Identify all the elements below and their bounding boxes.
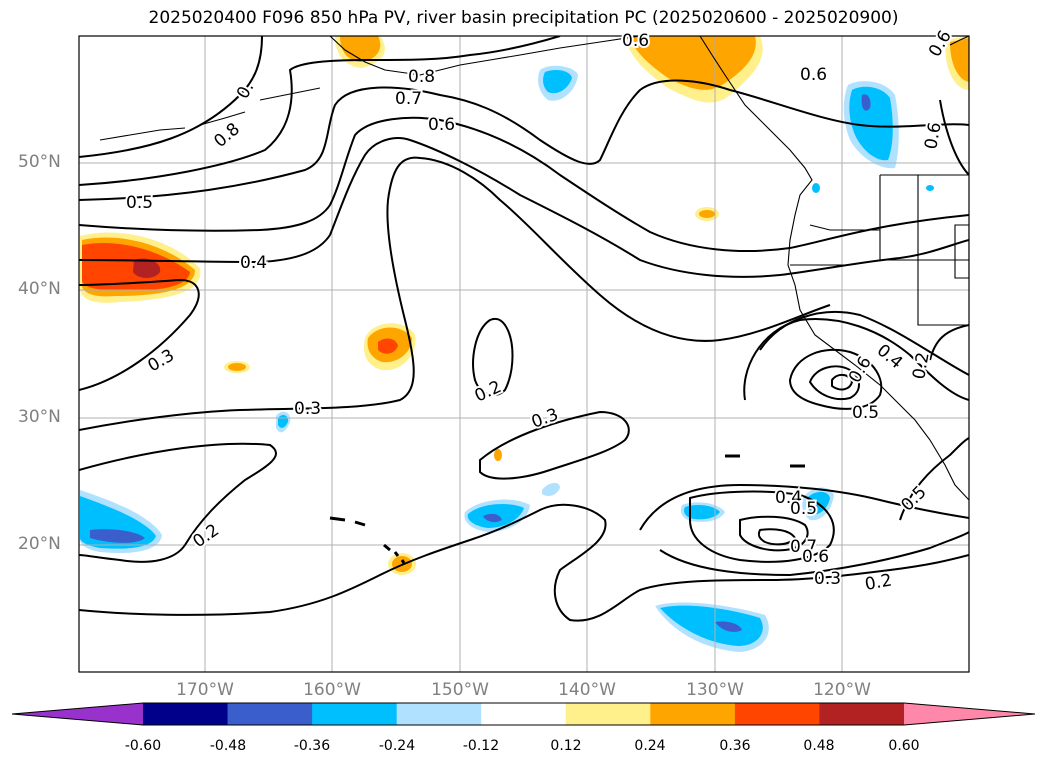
pv-contours — [79, 36, 969, 622]
contour-label: 0.7 — [790, 537, 817, 557]
contour-label: 0.4 — [240, 253, 267, 273]
colorbar-segment — [565, 703, 651, 725]
colorbar-tick-label: 0.24 — [634, 738, 666, 754]
plot-frame — [78, 35, 970, 673]
lon-label-130w: 130°W — [686, 680, 744, 700]
colorbar-tick-label: 0.60 — [888, 738, 920, 754]
contour-label: 0.8 — [408, 67, 435, 87]
lon-label-150w: 150°W — [431, 680, 489, 700]
colorbar-segment — [481, 703, 567, 725]
colorbar-segment — [396, 703, 482, 725]
plot-area — [79, 36, 969, 672]
lat-label-50n: 50°N — [18, 152, 61, 172]
contour-label: 0.4 — [775, 488, 802, 508]
lat-label-30n: 30°N — [18, 407, 61, 427]
colorbar-tick-label: 0.36 — [719, 738, 751, 754]
contour-label: 0.6 — [800, 65, 827, 85]
colorbar-segment — [819, 703, 905, 725]
lon-label-170w: 170°W — [176, 680, 234, 700]
islands — [329, 454, 805, 564]
precip-shading — [80, 36, 969, 652]
lat-label-40n: 40°N — [18, 279, 61, 299]
contour-label: 0.5 — [790, 499, 817, 519]
colorbar-segment — [650, 703, 736, 725]
contour-label: 0.3 — [814, 569, 841, 589]
lon-label-160w: 160°W — [303, 680, 361, 700]
colorbar-tick-label: -0.60 — [124, 738, 162, 754]
contour-label: 0.5 — [126, 193, 153, 213]
lon-label-140w: 140°W — [558, 680, 616, 700]
lon-label-120w: 120°W — [813, 680, 871, 700]
map-title: 2025020400 F096 850 hPa PV, river basin … — [148, 8, 899, 28]
contour-label: 0.6 — [428, 115, 455, 135]
colorbar-segment — [143, 703, 229, 725]
colorbar-segment — [227, 703, 313, 725]
colorbar-segment — [312, 703, 398, 725]
colorbar-tick-label: -0.48 — [209, 738, 247, 754]
contour-label: 0.2 — [863, 571, 893, 595]
contour-label: 0.6 — [802, 547, 829, 567]
contour-label: 0.7 — [395, 89, 422, 109]
colorbar-under-arrow — [12, 703, 143, 725]
colorbar-tick-label: -0.24 — [378, 738, 416, 754]
colorbar-tick-label: -0.12 — [462, 738, 500, 754]
colorbar — [11, 702, 1036, 726]
colorbar-tick-label: 0.48 — [803, 738, 835, 754]
colorbar-over-arrow — [904, 703, 1035, 725]
lat-label-20n: 20°N — [18, 534, 61, 554]
colorbar-tick-label: 0.12 — [550, 738, 582, 754]
contour-label: 0.5 — [852, 403, 879, 423]
contour-label: 0.6 — [622, 31, 649, 51]
colorbar-tick-label: -0.36 — [293, 738, 331, 754]
colorbar-segment — [734, 703, 820, 725]
contour-label: 0.3 — [294, 399, 321, 419]
